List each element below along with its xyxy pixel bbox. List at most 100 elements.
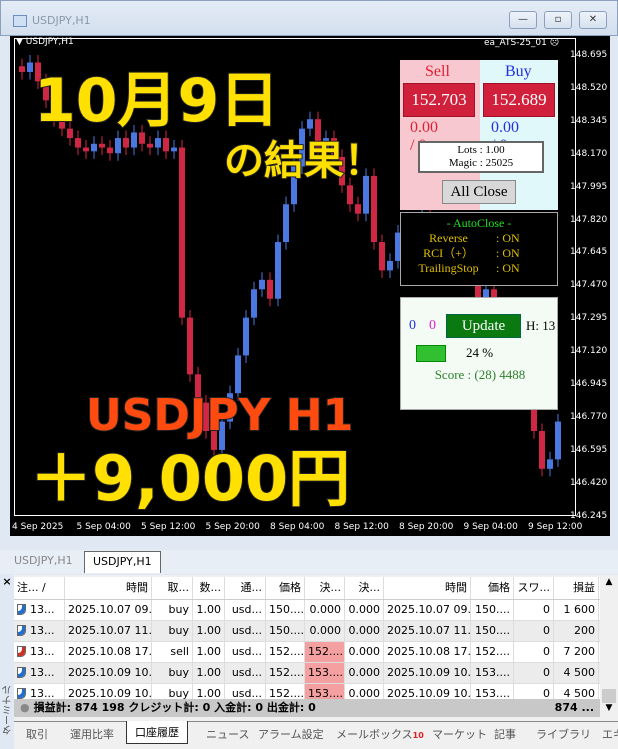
- overlay-result: の結果！: [223, 137, 385, 185]
- terminal-tab[interactable]: マーケット: [432, 728, 487, 741]
- table-cell: 4 500: [554, 684, 599, 704]
- table-cell: 2025.10.09 10...: [65, 663, 152, 683]
- table-row[interactable]: 13... 2025.10.08 17... sell 1.00 usd... 152..…: [14, 642, 600, 663]
- autoclose-row: TrailingStop: ON: [401, 261, 557, 276]
- buy-order-icon: [17, 667, 26, 678]
- candle-body: [115, 138, 121, 154]
- candle: [139, 124, 145, 152]
- sell-order-icon: [17, 646, 26, 657]
- candle: [235, 347, 241, 401]
- candle: [371, 168, 377, 250]
- candle-body: [363, 175, 369, 214]
- price-tick: 146.770: [570, 411, 608, 422]
- chart-tabs: USDJPY,H1 USDJPY,H1: [0, 550, 618, 574]
- table-cell: 153....: [471, 684, 514, 704]
- candle: [267, 272, 273, 307]
- table-cell: 13...: [14, 663, 65, 683]
- terminal-tab[interactable]: 運用比率: [70, 728, 114, 741]
- candle: [547, 451, 553, 477]
- table-cell: 13...: [14, 684, 65, 704]
- candle: [227, 385, 233, 430]
- lots-text: Lots : 1.00: [457, 144, 505, 156]
- chart-symbol-label[interactable]: ▼ USDJPY,H1: [16, 37, 74, 47]
- column-header[interactable]: スワ...: [514, 577, 554, 599]
- scroll-down-icon[interactable]: ▼: [605, 703, 613, 713]
- column-header[interactable]: 注... /: [14, 577, 65, 599]
- terminal-tab[interactable]: エキ: [602, 728, 618, 741]
- restore-button[interactable]: ▫: [544, 11, 572, 29]
- terminal-tab[interactable]: ライブラリ: [536, 728, 591, 741]
- candle: [59, 111, 65, 137]
- vertical-scrollbar[interactable]: ▲ ▼: [600, 577, 618, 717]
- minimize-button[interactable]: —: [509, 11, 537, 29]
- candle: [299, 121, 305, 175]
- table-cell: 2025.10.08 17...: [65, 642, 152, 662]
- all-close-button[interactable]: All Close: [442, 180, 516, 204]
- column-header[interactable]: 決...: [345, 577, 384, 599]
- column-header[interactable]: 価格: [266, 577, 305, 599]
- table-cell: 1 600: [554, 600, 599, 620]
- terminal-tab[interactable]: 口座履歴: [126, 721, 188, 744]
- sell-button[interactable]: 152.703: [403, 83, 475, 117]
- buy-button[interactable]: 152.689: [483, 83, 555, 117]
- table-cell: 0.000: [345, 663, 384, 683]
- count-magenta: 0: [429, 318, 436, 333]
- chart-tab-2[interactable]: USDJPY,H1: [84, 551, 161, 573]
- time-tick: 9 Sep 04:00: [463, 522, 518, 532]
- candle: [219, 414, 225, 458]
- chart-tab-1[interactable]: USDJPY,H1: [14, 554, 73, 567]
- candle: [195, 366, 201, 411]
- terminal-tab[interactable]: 取引: [26, 728, 48, 741]
- terminal-tab[interactable]: アラーム設定: [258, 728, 324, 741]
- candle-body: [275, 242, 281, 299]
- table-cell: 0.000: [305, 621, 345, 641]
- time-tick: 8 Sep 12:00: [334, 522, 389, 532]
- candle-body: [323, 138, 329, 148]
- candle-body: [83, 147, 89, 152]
- scroll-up-icon[interactable]: ▲: [605, 577, 613, 587]
- table-row[interactable]: 13... 2025.10.07 09... buy 1.00 usd... 150...…: [14, 600, 600, 621]
- candle: [539, 423, 545, 477]
- column-header[interactable]: 通...: [225, 577, 266, 599]
- column-header[interactable]: 決...: [305, 577, 345, 599]
- table-cell: 13...: [14, 600, 65, 620]
- candle-body: [251, 289, 257, 318]
- table-cell: 0.000: [345, 600, 384, 620]
- column-header[interactable]: 時間: [65, 577, 152, 599]
- candle: [395, 225, 401, 269]
- table-cell: 1.00: [193, 642, 225, 662]
- column-header[interactable]: 損益: [554, 577, 599, 599]
- candle-body: [555, 421, 561, 460]
- terminal-tab[interactable]: 記事: [494, 728, 516, 741]
- close-button[interactable]: ✕: [579, 11, 607, 29]
- ea-name: ea_ATS-25_01: [484, 38, 547, 48]
- table-cell: 150....: [266, 621, 305, 641]
- column-header[interactable]: 価格: [471, 577, 514, 599]
- overlay-profit: ＋9,000円: [29, 441, 351, 516]
- candle-body: [299, 128, 305, 167]
- table-cell: 150....: [471, 600, 514, 620]
- terminal-tab[interactable]: ニュース: [206, 728, 250, 741]
- terminal-tab[interactable]: メールボックス10: [336, 728, 424, 741]
- price-tick: 147.295: [570, 313, 608, 324]
- time-tick: 5 Sep 12:00: [141, 522, 196, 532]
- table-cell: 152....: [266, 642, 305, 662]
- candle: [35, 54, 41, 89]
- table-row[interactable]: 13... 2025.10.07 11... buy 1.00 usd... 150...…: [14, 621, 600, 642]
- candle: [19, 58, 25, 80]
- terminal-close-button[interactable]: ×: [2, 575, 12, 588]
- column-header[interactable]: 取...: [152, 577, 193, 599]
- candle: [387, 253, 393, 278]
- update-button[interactable]: Update: [446, 314, 521, 338]
- table-cell: 1.00: [193, 663, 225, 683]
- table-row[interactable]: 13... 2025.10.09 10... buy 1.00 usd... 152...…: [14, 663, 600, 684]
- column-header[interactable]: 数...: [193, 577, 225, 599]
- candle-body: [483, 289, 489, 299]
- candle-body: [371, 175, 377, 243]
- candle-body: [227, 393, 233, 422]
- scroll-thumb[interactable]: [602, 689, 616, 703]
- column-header[interactable]: 時間: [384, 577, 471, 599]
- candle-body: [387, 260, 393, 271]
- table-cell: 0.000: [305, 600, 345, 620]
- table-cell: 13...: [14, 621, 65, 641]
